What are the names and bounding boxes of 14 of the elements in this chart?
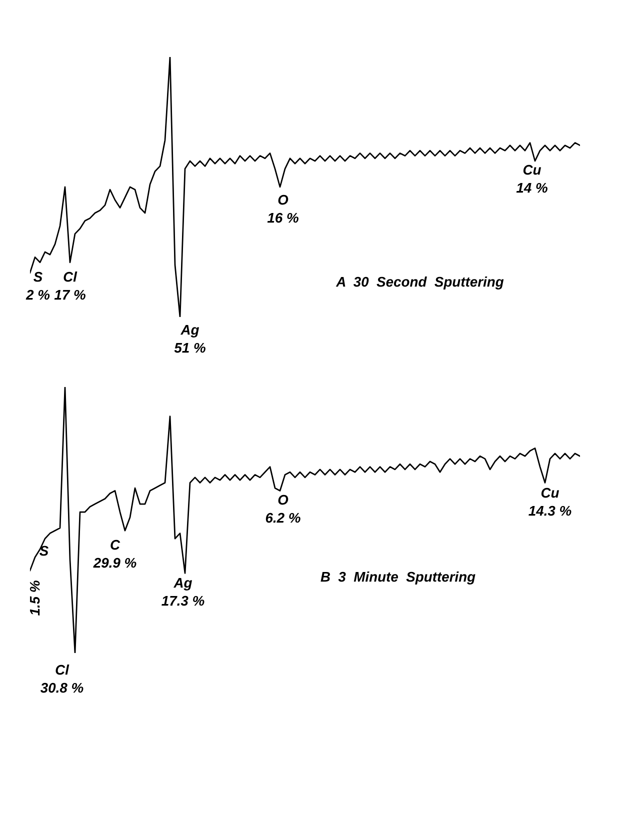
text: Cl 30.8 %	[40, 664, 84, 693]
annotation: 1.5 %	[30, 580, 40, 616]
annotation: Ag 17.3 %	[162, 578, 204, 606]
annotation: O 16 %	[267, 194, 298, 223]
annotation: Cu 14.3 %	[528, 488, 572, 516]
annotation: Cu 14 %	[516, 164, 548, 193]
annotation: B 3 Minute Sputtering	[320, 572, 476, 584]
annotation: A 30 Second Sputtering	[336, 276, 504, 290]
annotation: S	[40, 546, 48, 556]
text: Ag 51 %	[174, 325, 206, 353]
annotation: C 29.9 %	[93, 540, 136, 568]
annotation: S 2 %	[26, 272, 50, 300]
annotation: O 6.2 %	[266, 494, 300, 523]
annotation: Cl 17 %	[54, 272, 86, 300]
